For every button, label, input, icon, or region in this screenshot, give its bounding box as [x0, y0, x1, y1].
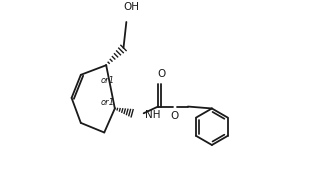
Text: NH: NH: [145, 110, 160, 120]
Text: OH: OH: [123, 2, 139, 12]
Text: or1: or1: [101, 76, 115, 85]
Text: O: O: [170, 111, 178, 121]
Text: or1: or1: [101, 98, 115, 107]
Text: O: O: [158, 69, 166, 79]
